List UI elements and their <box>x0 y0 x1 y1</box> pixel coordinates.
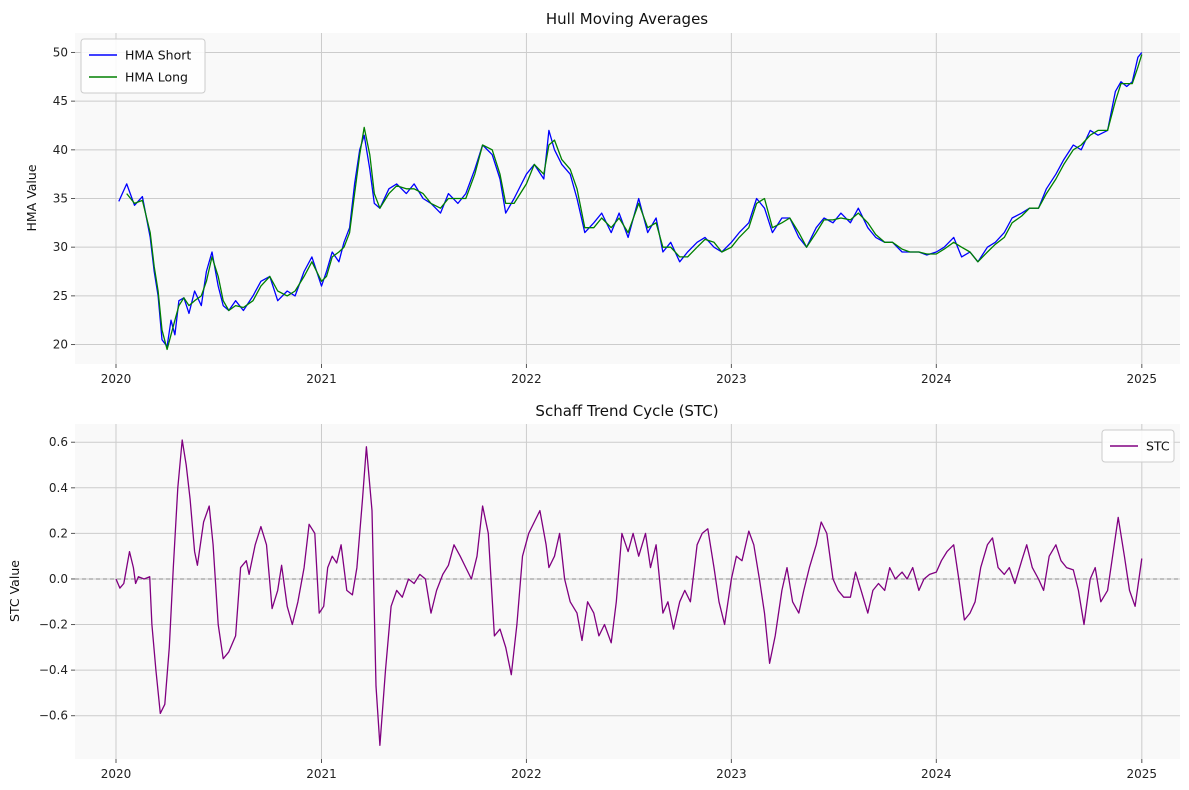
stc-legend: STC <box>1101 429 1175 463</box>
stc-y-tick-label: −0.6 <box>39 709 68 723</box>
hma-y-tick-label: 30 <box>53 240 68 254</box>
hma-y-tick-label: 25 <box>53 289 68 303</box>
stc-y-tick-label: 0.0 <box>49 572 68 586</box>
hma-legend-label: HMA Long <box>125 70 188 85</box>
hma-x-tick-label: 2020 <box>101 372 132 386</box>
hma-x-tick-label: 2024 <box>921 372 952 386</box>
hma-series-line-2 <box>126 54 1143 351</box>
hma-legend-box <box>80 38 206 94</box>
hma-x-tick-label: 2022 <box>511 372 542 386</box>
stc-y-tick-label: 0.2 <box>49 526 68 540</box>
stc-series-line-1 <box>115 439 1143 746</box>
stc-x-tick-label: 2020 <box>101 767 132 781</box>
stc-x-tick-label: 2022 <box>511 767 542 781</box>
hma-x-tick-label: 2025 <box>1127 372 1158 386</box>
hma-y-axis-label: HMA Value <box>24 164 39 231</box>
stc-grid <box>75 424 1180 759</box>
hma-y-tick-label: 50 <box>53 45 68 59</box>
hma-y-tick-label: 20 <box>53 338 68 352</box>
stc-y-tick-label: 0.6 <box>49 435 68 449</box>
hma-grid <box>75 33 1180 364</box>
stc-plot-area <box>75 424 1180 759</box>
hma-x-tick-label: 2021 <box>306 372 337 386</box>
stc-ticks: 2020 2021 2022 2023 2024 2025 −0.6 −0.4 −0.2 0.0 0… <box>39 435 1157 781</box>
stc-chart: 2020 2021 2022 2023 2024 2025 −0.6 −0.4 −0.2 0.0 0… <box>7 402 1180 781</box>
hma-legend-label: HMA Short <box>125 48 191 63</box>
stc-x-tick-label: 2023 <box>716 767 747 781</box>
stc-y-tick-label: −0.4 <box>39 663 68 677</box>
stc-legend-label: STC <box>1146 439 1170 454</box>
hma-legend: HMA Short HMA Long <box>80 38 206 94</box>
hma-series <box>118 52 1143 351</box>
hma-y-tick-label: 40 <box>53 143 68 157</box>
hma-y-tick-label: 45 <box>53 94 68 108</box>
hma-x-tick-label: 2023 <box>716 372 747 386</box>
stc-y-tick-label: −0.2 <box>39 618 68 632</box>
stc-y-tick-label: 0.4 <box>49 481 68 495</box>
stc-series <box>115 439 1143 746</box>
stc-x-tick-label: 2024 <box>921 767 952 781</box>
hma-chart-title: Hull Moving Averages <box>546 10 708 28</box>
stc-x-tick-label: 2021 <box>306 767 337 781</box>
stc-x-tick-label: 2025 <box>1127 767 1158 781</box>
stc-y-axis-label: STC Value <box>7 560 22 622</box>
hma-y-tick-label: 35 <box>53 192 68 206</box>
stc-chart-title: Schaff Trend Cycle (STC) <box>535 402 718 420</box>
